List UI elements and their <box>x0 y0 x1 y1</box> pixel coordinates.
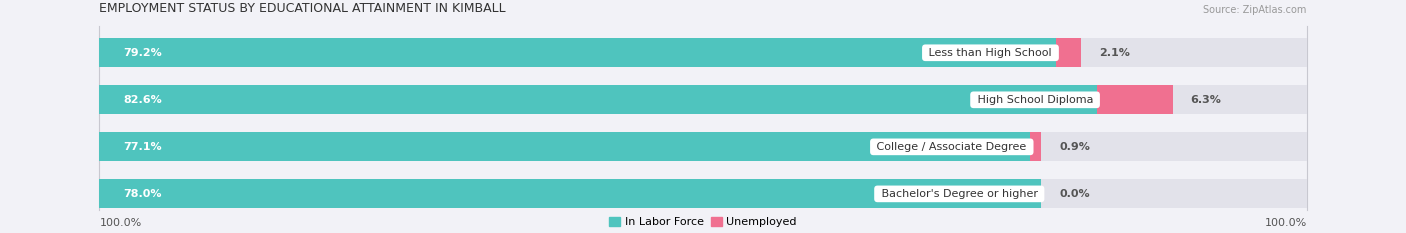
Text: EMPLOYMENT STATUS BY EDUCATIONAL ATTAINMENT IN KIMBALL: EMPLOYMENT STATUS BY EDUCATIONAL ATTAINM… <box>100 2 506 15</box>
Text: 100.0%: 100.0% <box>100 218 142 228</box>
Bar <box>1097 85 1173 114</box>
Text: Bachelor's Degree or higher: Bachelor's Degree or higher <box>877 189 1040 199</box>
Bar <box>1031 132 1040 161</box>
Text: 78.0%: 78.0% <box>124 189 162 199</box>
Bar <box>100 179 1040 209</box>
Bar <box>100 132 1306 161</box>
Bar <box>100 38 1056 67</box>
Text: Less than High School: Less than High School <box>925 48 1056 58</box>
Text: Source: ZipAtlas.com: Source: ZipAtlas.com <box>1204 5 1306 15</box>
Bar <box>100 38 1306 67</box>
Bar <box>1056 38 1081 67</box>
Text: 6.3%: 6.3% <box>1191 95 1222 105</box>
Text: 77.1%: 77.1% <box>124 142 162 152</box>
Bar <box>100 132 1031 161</box>
Text: College / Associate Degree: College / Associate Degree <box>873 142 1031 152</box>
Text: High School Diploma: High School Diploma <box>973 95 1097 105</box>
Bar <box>100 85 1306 114</box>
Text: 100.0%: 100.0% <box>1264 218 1306 228</box>
Text: 82.6%: 82.6% <box>124 95 162 105</box>
Text: 2.1%: 2.1% <box>1099 48 1130 58</box>
Legend: In Labor Force, Unemployed: In Labor Force, Unemployed <box>605 212 801 232</box>
Bar <box>100 179 1306 209</box>
Bar <box>100 85 1097 114</box>
Text: 0.0%: 0.0% <box>1059 189 1090 199</box>
Text: 79.2%: 79.2% <box>124 48 162 58</box>
Text: 0.9%: 0.9% <box>1059 142 1090 152</box>
